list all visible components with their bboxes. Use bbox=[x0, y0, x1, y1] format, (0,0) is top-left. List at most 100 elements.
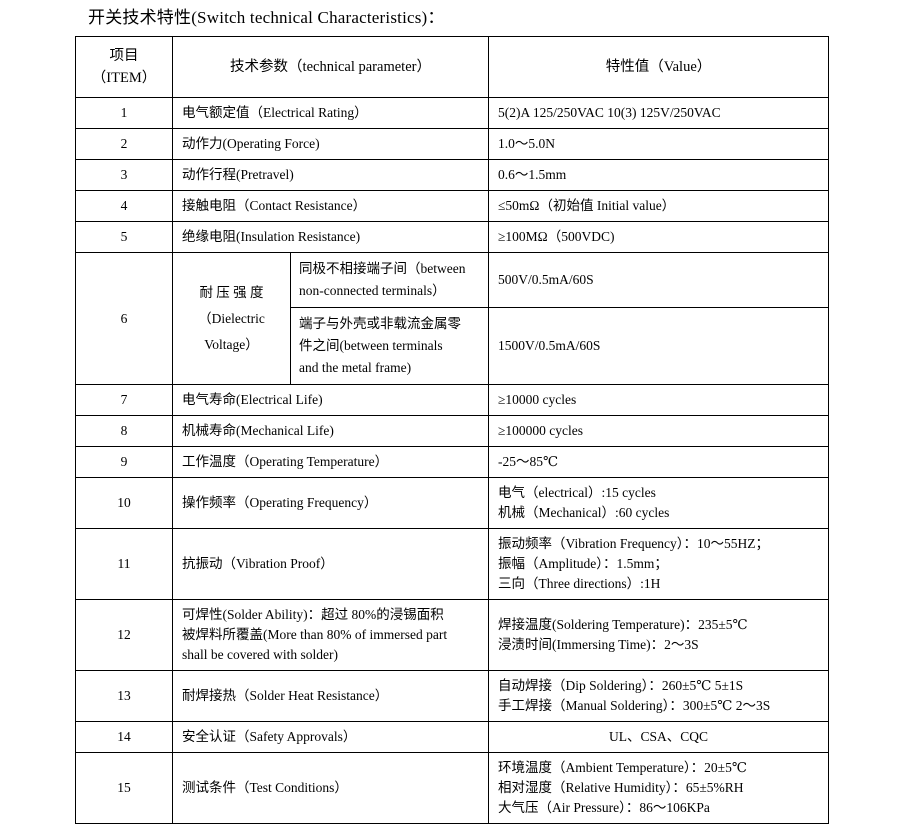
page-title: 开关技术特性(Switch technical Characteristics)… bbox=[88, 8, 445, 27]
cell-value: 0.6～1.5mm bbox=[488, 159, 830, 191]
cell-item: 6 bbox=[75, 252, 173, 385]
cell-value: 环境温度（Ambient Temperature）：20±5℃ 相对湿度（Rel… bbox=[488, 752, 830, 824]
value-text: ≤50mΩ（初始值 Initial value） bbox=[498, 198, 676, 213]
value-text: ≥100MΩ（500VDC) bbox=[498, 229, 615, 244]
header-cell-item: 项目 （ITEM） bbox=[75, 36, 173, 98]
parameter-label: 电气额定值（Electrical Rating） bbox=[182, 105, 368, 120]
cell-item: 7 bbox=[75, 384, 173, 416]
cell-value: ≥100000 cycles bbox=[488, 415, 830, 447]
table-row: 2 动作力(Operating Force) 1.0～5.0N bbox=[75, 128, 830, 160]
cell-parameter: 动作力(Operating Force) bbox=[171, 128, 490, 160]
table-row: 7 电气寿命(Electrical Life) ≥10000 cycles bbox=[75, 384, 830, 416]
table-row: 9 工作温度（Operating Temperature） -25～85℃ bbox=[75, 446, 830, 478]
item-number: 14 bbox=[117, 729, 131, 744]
cell-parameter: 安全认证（Safety Approvals） bbox=[171, 721, 490, 753]
header-parameter-label: 技术参数（technical parameter） bbox=[230, 59, 431, 75]
cell-value: ≤50mΩ（初始值 Initial value） bbox=[488, 190, 830, 222]
cell-item: 12 bbox=[75, 599, 173, 671]
item-number: 7 bbox=[120, 392, 128, 407]
subparameter-line-2: non-connected terminals） bbox=[299, 283, 446, 298]
subparameter-line-3: and the metal frame) bbox=[299, 360, 412, 375]
cell-item: 11 bbox=[75, 528, 173, 600]
item-number: 9 bbox=[120, 454, 128, 469]
parameter-label: 接触电阻（Contact Resistance） bbox=[182, 198, 367, 213]
cell-value: UL、CSA、CQC bbox=[488, 721, 830, 753]
parameter-line-2: 被焊料所覆盖(More than 80% of immersed part bbox=[182, 627, 448, 642]
cell-parameter: 机械寿命(Mechanical Life) bbox=[171, 415, 490, 447]
parameter-line-3: shall be covered with solder) bbox=[182, 647, 338, 662]
cell-value: 自动焊接（Dip Soldering）：260±5℃ 5±1S 手工焊接（Man… bbox=[488, 670, 830, 722]
value-text: 0.6～1.5mm bbox=[498, 167, 567, 182]
item-number: 11 bbox=[117, 556, 131, 571]
item-number: 6 bbox=[120, 310, 128, 326]
value-text: ≥100000 cycles bbox=[498, 423, 584, 438]
parameter-label: 安全认证（Safety Approvals） bbox=[182, 729, 357, 744]
cell-parameter: 抗振动（Vibration Proof） bbox=[171, 528, 490, 600]
header-value-label: 特性值（Value） bbox=[605, 59, 712, 75]
value-line-1: 环境温度（Ambient Temperature）：20±5℃ bbox=[498, 760, 747, 775]
cell-parameter: 绝缘电阻(Insulation Resistance) bbox=[171, 221, 490, 253]
table-row: 4 接触电阻（Contact Resistance） ≤50mΩ（初始值 Ini… bbox=[75, 190, 830, 222]
cell-item: 2 bbox=[75, 128, 173, 160]
subparameter-line-1: 同极不相接端子间（between bbox=[299, 261, 466, 276]
value-text: 500V/0.5mA/60S bbox=[498, 272, 594, 287]
cell-subparameter: 端子与外壳或非载流金属零 件之间(between terminals and t… bbox=[289, 307, 490, 385]
cell-item: 4 bbox=[75, 190, 173, 222]
value-text: ≥10000 cycles bbox=[498, 392, 577, 407]
item-number: 12 bbox=[117, 627, 131, 642]
table-header-row: 项目 （ITEM） 技术参数（technical parameter） 特性值（… bbox=[75, 36, 830, 98]
cell-parameter: 耐 压 强 度 （Dielectric Voltage） bbox=[172, 252, 291, 385]
cell-parameter: 可焊性(Solder Ability)：超过 80%的浸锡面积 被焊料所覆盖(M… bbox=[171, 599, 490, 671]
table-row: 13 耐焊接热（Solder Heat Resistance） 自动焊接（Dip… bbox=[75, 670, 830, 722]
item-number: 5 bbox=[120, 229, 128, 244]
table-row: 端子与外壳或非载流金属零 件之间(between terminals and t… bbox=[76, 307, 830, 385]
item-number: 1 bbox=[120, 105, 128, 120]
cell-value: 500V/0.5mA/60S bbox=[488, 252, 830, 308]
value-text: 5(2)A 125/250VAC 10(3) 125V/250VAC bbox=[498, 105, 721, 120]
item-number: 2 bbox=[120, 136, 128, 151]
table-row: 12 可焊性(Solder Ability)：超过 80%的浸锡面积 被焊料所覆… bbox=[75, 599, 830, 671]
parameter-label: 机械寿命(Mechanical Life) bbox=[182, 423, 334, 438]
cell-value: ≥10000 cycles bbox=[488, 384, 830, 416]
parameter-label: 绝缘电阻(Insulation Resistance) bbox=[182, 229, 361, 244]
value-line-2: 振幅（Amplitude）：1.5mm； bbox=[498, 556, 668, 571]
cell-value: 焊接温度(Soldering Temperature)：235±5℃ 浸渍时间(… bbox=[488, 599, 830, 671]
value-line-1: 自动焊接（Dip Soldering）：260±5℃ 5±1S bbox=[498, 678, 744, 693]
cell-parameter: 工作温度（Operating Temperature） bbox=[171, 446, 490, 478]
cell-value: ≥100MΩ（500VDC) bbox=[488, 221, 830, 253]
cell-value: 1500V/0.5mA/60S bbox=[488, 307, 830, 385]
value-line-1: 电气（electrical）:15 cycles bbox=[498, 485, 656, 500]
parameter-label: 耐焊接热（Solder Heat Resistance） bbox=[182, 688, 389, 703]
value-text: 1.0～5.0N bbox=[498, 136, 556, 151]
value-line-3: 大气压（Air Pressure）：86～106KPa bbox=[498, 800, 710, 815]
header-item-line1: 项目 bbox=[109, 48, 139, 64]
table-row: 5 绝缘电阻(Insulation Resistance) ≥100MΩ（500… bbox=[75, 221, 830, 253]
parameter-label: 工作温度（Operating Temperature） bbox=[182, 454, 389, 469]
parameter-label: 操作频率（Operating Frequency） bbox=[182, 495, 378, 510]
value-line-2: 手工焊接（Manual Soldering）：300±5℃ 2～3S bbox=[498, 698, 771, 713]
header-cell-parameter: 技术参数（technical parameter） bbox=[171, 36, 490, 98]
cell-parameter: 耐焊接热（Solder Heat Resistance） bbox=[171, 670, 490, 722]
cell-item: 10 bbox=[75, 477, 173, 529]
cell-item: 13 bbox=[75, 670, 173, 722]
parameter-line-1: 可焊性(Solder Ability)：超过 80%的浸锡面积 bbox=[182, 607, 444, 622]
cell-item: 15 bbox=[75, 752, 173, 824]
header-item-line2: （ITEM） bbox=[91, 70, 157, 86]
value-line-2: 相对湿度（Relative Humidity）：65±5%RH bbox=[498, 780, 744, 795]
switch-characteristics-table: 项目 （ITEM） 技术参数（technical parameter） 特性值（… bbox=[75, 36, 830, 824]
table-row: 8 机械寿命(Mechanical Life) ≥100000 cycles bbox=[75, 415, 830, 447]
subparameter-line-2: 件之间(between terminals bbox=[299, 338, 443, 353]
value-text: UL、CSA、CQC bbox=[609, 729, 709, 744]
cell-parameter: 操作频率（Operating Frequency） bbox=[171, 477, 490, 529]
item-number: 10 bbox=[117, 495, 131, 510]
parameter-label: 动作力(Operating Force) bbox=[182, 136, 320, 151]
cell-parameter: 电气额定值（Electrical Rating） bbox=[171, 97, 490, 129]
item-number: 15 bbox=[117, 780, 131, 795]
subparameter-line-1: 端子与外壳或非载流金属零 bbox=[299, 316, 461, 331]
value-text: -25～85℃ bbox=[498, 454, 559, 469]
table-row: 1 电气额定值（Electrical Rating） 5(2)A 125/250… bbox=[75, 97, 830, 129]
value-line-1: 振动频率（Vibration Frequency）：10～55HZ； bbox=[498, 536, 770, 551]
item-number: 13 bbox=[117, 688, 131, 703]
header-cell-value: 特性值（Value） bbox=[488, 36, 830, 98]
parameter-line-2: （Dielectric bbox=[198, 310, 265, 326]
